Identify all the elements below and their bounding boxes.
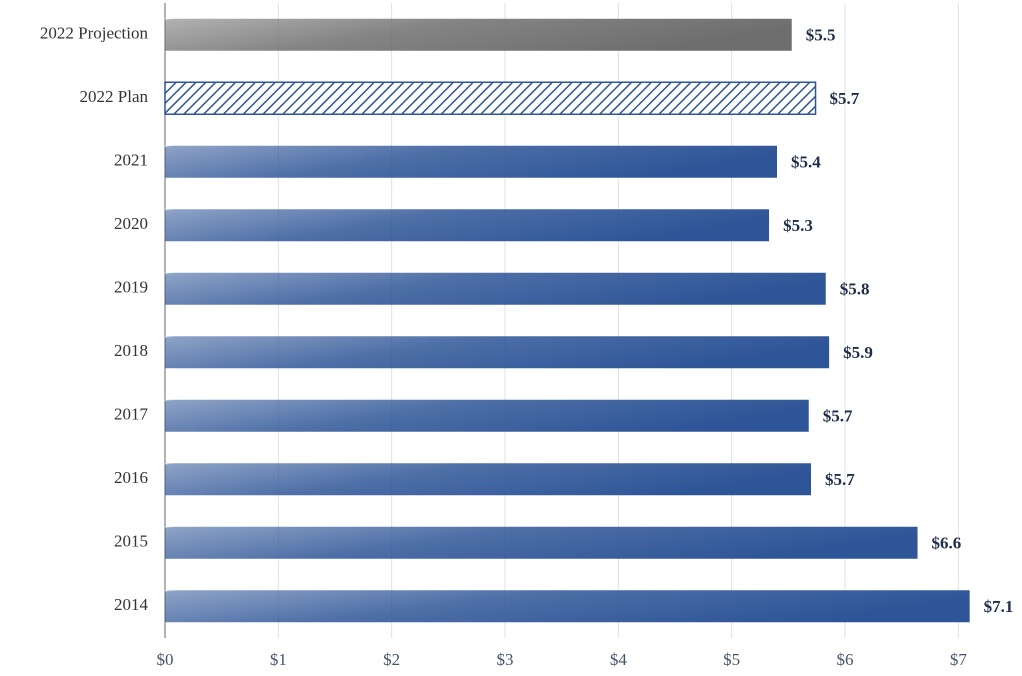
bar bbox=[165, 526, 918, 559]
value-label: $5.7 bbox=[825, 470, 855, 489]
category-label: 2022 Projection bbox=[40, 24, 149, 43]
x-tick-label: $2 bbox=[383, 650, 400, 669]
value-label: $5.3 bbox=[783, 216, 813, 235]
bar bbox=[165, 209, 770, 242]
category-label: 2021 bbox=[114, 151, 148, 170]
value-label: $5.4 bbox=[791, 153, 821, 172]
bar bbox=[165, 336, 830, 369]
category-label: 2020 bbox=[114, 214, 148, 233]
x-tick-label: $3 bbox=[497, 650, 514, 669]
x-tick-label: $5 bbox=[723, 650, 740, 669]
x-tick-label: $7 bbox=[950, 650, 968, 669]
bar bbox=[165, 463, 811, 496]
category-label: 2017 bbox=[114, 405, 149, 424]
category-label: 2018 bbox=[114, 341, 148, 360]
bar bbox=[165, 18, 792, 51]
value-label: $6.6 bbox=[932, 534, 962, 553]
value-label: $7.1 bbox=[984, 597, 1014, 616]
bar bbox=[165, 399, 809, 432]
category-label: 2022 Plan bbox=[80, 87, 149, 106]
category-label: 2014 bbox=[114, 595, 149, 614]
x-tick-label: $6 bbox=[837, 650, 854, 669]
bar bbox=[165, 145, 777, 178]
value-label: $5.7 bbox=[823, 407, 853, 426]
bar bbox=[164, 81, 817, 115]
value-label: $5.5 bbox=[806, 26, 836, 45]
category-label: 2019 bbox=[114, 278, 148, 297]
value-label: $5.8 bbox=[840, 280, 870, 299]
category-label: 2016 bbox=[114, 468, 148, 487]
x-tick-label: $1 bbox=[270, 650, 287, 669]
category-label: 2015 bbox=[114, 532, 148, 551]
value-label: $5.7 bbox=[830, 89, 860, 108]
x-tick-label: $4 bbox=[610, 650, 628, 669]
value-label: $5.9 bbox=[843, 343, 873, 362]
bar bbox=[165, 272, 826, 305]
x-tick-label: $0 bbox=[157, 650, 174, 669]
bar bbox=[165, 590, 970, 623]
